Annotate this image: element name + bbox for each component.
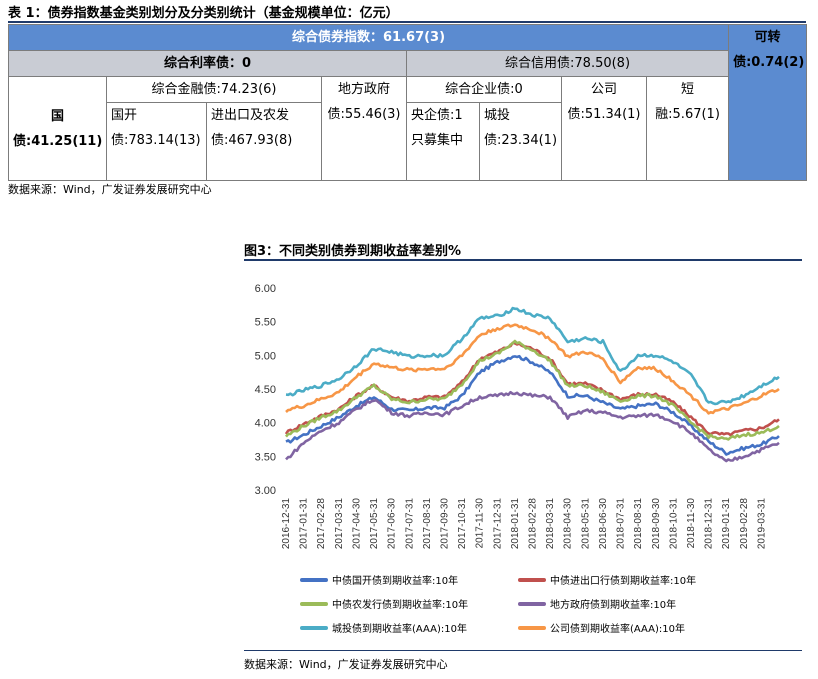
x-tick-label: 2017-10-31: [457, 498, 468, 550]
yield-line-chart: 3.00 3.50 4.00 4.50 5.00 5.50 6.00 2016-12-31 20…: [255, 283, 780, 550]
y-tick-label: 4.00: [255, 418, 276, 430]
x-tick-label: 2017-03-31: [334, 498, 345, 550]
y-tick-label: 5.50: [255, 317, 276, 329]
x-tick-label: 2017-08-31: [422, 498, 433, 550]
legend-item: 中债国开债到期收益率:10年: [300, 572, 458, 587]
x-tick-label: 2018-10-31: [668, 498, 679, 550]
x-tick-label: 2019-03-31: [756, 498, 767, 550]
series-line: [285, 339, 780, 441]
x-tick-label: 2017-05-31: [369, 498, 380, 550]
x-tick-label: 2018-08-31: [633, 498, 644, 550]
company-bond-cell: 公司债:51.34(1): [561, 76, 647, 181]
x-tick-label: 2018-07-31: [616, 498, 627, 550]
x-tick-label: 2018-02-28: [528, 498, 539, 550]
x-tick-label: 2018-09-30: [651, 498, 662, 550]
legend-item: 公司债到期收益率(AAA):10年: [518, 620, 685, 635]
x-tick-label: 2017-06-30: [387, 498, 398, 550]
figure-title: 图3：不同类别债券到期收益率差别%: [244, 244, 462, 259]
x-tick-label: 2017-01-31: [299, 498, 310, 550]
x-tick-label: 2018-11-30: [686, 498, 697, 549]
x-tick-label: 2018-03-31: [545, 498, 556, 550]
credit-bond-header: 综合信用债:78.50(8): [405, 50, 730, 77]
legend-label: 中债农发行债到期收益率:10年: [332, 600, 469, 611]
legend-label: 中债进出口行债到期收益率:10年: [550, 576, 697, 587]
fin-bond-cell: 综合金融债:74.23(6): [106, 76, 322, 103]
series-line: [285, 354, 780, 456]
x-tick-label: 2019-02-28: [739, 498, 750, 550]
table-title: 表 1：债券指数基金类别划分及分类别统计（基金规模单位：亿元）: [8, 6, 399, 21]
rate-bond-header: 综合利率债：0: [8, 50, 407, 77]
table-title-rule: [8, 21, 806, 23]
x-tick-label: 2019-01-31: [721, 498, 732, 550]
cdb-cell: 国开债:783.14(13): [106, 102, 207, 181]
legend-swatch: [300, 625, 328, 630]
y-tick-label: 3.50: [255, 451, 276, 463]
x-tick-label: 2018-01-31: [510, 498, 521, 550]
treasury-cell: 国债:41.25(11): [8, 76, 107, 181]
eximb-cell: 进出口及农发债:467.93(8): [206, 102, 322, 181]
legend-label: 地方政府债到期收益率:10年: [550, 600, 677, 611]
y-tick-label: 6.00: [255, 283, 276, 295]
x-tick-label: 2017-04-30: [351, 498, 362, 550]
corp-bond-cell: 综合企业债:0: [406, 76, 562, 103]
legend-swatch: [300, 577, 328, 582]
legend-item: 城投债到期收益率(AAA):10年: [300, 620, 467, 635]
header-convertible: 可转债:0.74(2): [728, 24, 808, 181]
x-tick-label: 2017-12-31: [492, 498, 503, 550]
legend-label: 公司债到期收益率(AAA):10年: [550, 624, 685, 635]
series-line: [285, 390, 780, 463]
table-source: 数据来源：Wind，广发证券发展研究中心: [8, 183, 212, 196]
series-line: [284, 341, 780, 437]
series-line: [285, 323, 780, 415]
x-tick-label: 2018-12-31: [704, 498, 715, 550]
legend-swatch: [300, 601, 328, 606]
y-tick-label: 4.50: [255, 384, 276, 396]
x-tick-label: 2016-12-31: [281, 498, 292, 550]
legend-label: 城投债到期收益率(AAA):10年: [332, 624, 467, 635]
legend-swatch: [518, 577, 546, 582]
legend-swatch: [518, 625, 546, 630]
legend-item: 中债进出口行债到期收益率:10年: [518, 572, 696, 587]
bond-index-table: 综合债券指数：61.67(3) 可转债:0.74(2) 综合利率债：0 综合信用…: [7, 24, 808, 181]
legend-item: 中债农发行债到期收益率:10年: [300, 596, 468, 611]
figure-bottom-rule: [244, 650, 802, 651]
x-tick-label: 2017-07-31: [404, 498, 415, 550]
x-tick-label: 2017-09-30: [439, 498, 450, 550]
chengtou-cell: 城投债:23.34(1): [479, 102, 562, 181]
short-fin-cell: 短融:5.67(1): [645, 76, 730, 181]
legend-label: 中债国开债到期收益率:10年: [332, 576, 459, 587]
header-main: 综合债券指数：61.67(3): [7, 24, 730, 51]
central-ent-cell: 央企债:1只募集中: [406, 102, 480, 181]
y-tick-label: 5.00: [255, 350, 276, 362]
figure-source: 数据来源：Wind，广发证券发展研究中心: [244, 658, 448, 671]
x-tick-label: 2018-06-30: [598, 498, 609, 550]
x-tick-label: 2018-05-31: [580, 498, 591, 550]
series-line: [285, 306, 780, 406]
legend-item: 地方政府债到期收益率:10年: [518, 596, 676, 611]
y-tick-label: 3.00: [255, 485, 276, 497]
x-tick-label: 2017-11-30: [475, 498, 486, 549]
local-gov-cell: 地方政府债:55.46(3): [321, 76, 407, 181]
legend-swatch: [518, 601, 546, 606]
figure-title-rule: [244, 259, 802, 261]
x-tick-label: 2018-04-30: [563, 498, 574, 550]
x-tick-label: 2017-02-28: [316, 498, 327, 550]
